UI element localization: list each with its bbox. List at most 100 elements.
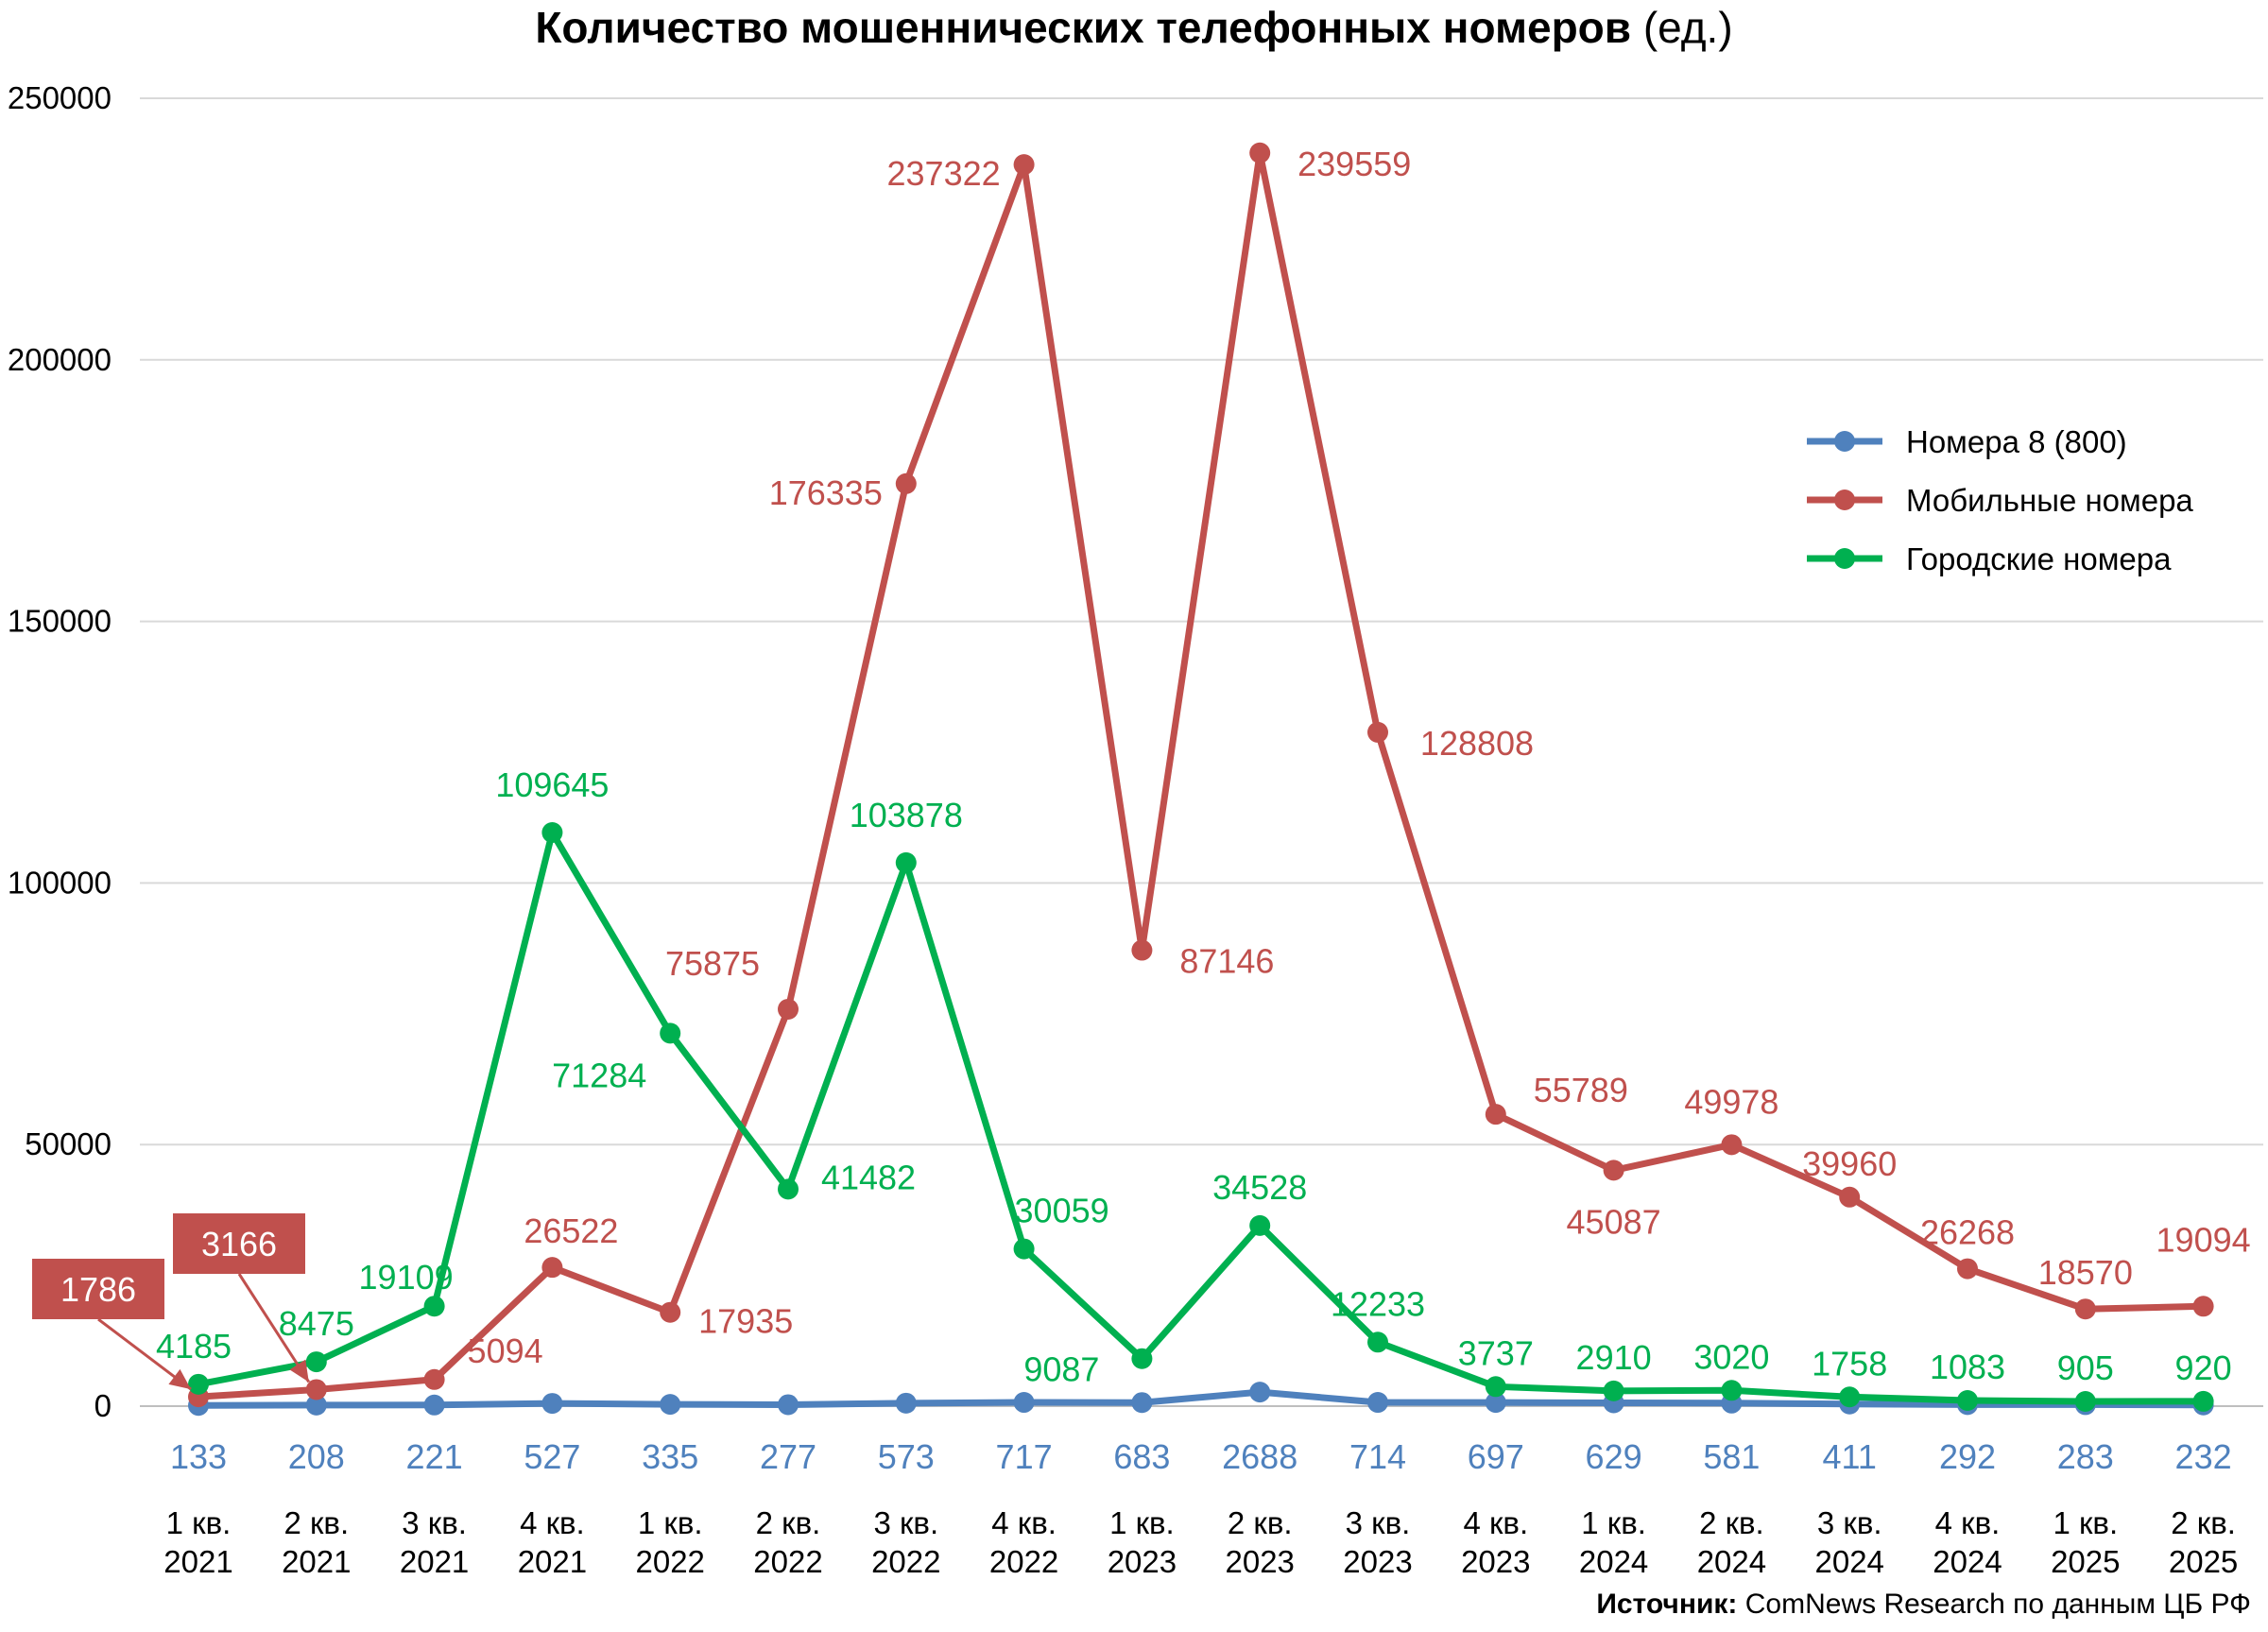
series-800-point — [1249, 1382, 1271, 1403]
x-tick-label: 2022 — [871, 1544, 940, 1579]
x-tick-label: 1 кв. — [2053, 1505, 2118, 1540]
callout-arrow — [237, 1273, 311, 1383]
series-city-point — [778, 1178, 799, 1200]
series-city-data-label: 19109 — [359, 1258, 454, 1297]
x-tick-label: 2023 — [1343, 1544, 1412, 1579]
x-tick-label: 2024 — [1814, 1544, 1883, 1579]
series-mobile-point — [1957, 1258, 1978, 1280]
source-text: ComNews Research по данным ЦБ РФ — [1744, 1589, 2251, 1620]
series-mobile-data-label: 75875 — [665, 944, 760, 983]
series-800-data-label: 717 — [996, 1437, 1053, 1476]
y-tick-label: 200000 — [8, 342, 112, 377]
source-note: Источник: ComNews Research по данным ЦБ … — [1596, 1589, 2251, 1621]
series-mobile-point — [305, 1379, 327, 1400]
x-tick-label: 2024 — [1697, 1544, 1766, 1579]
series-city-data-label: 3737 — [1458, 1333, 1534, 1372]
legend-label: Номера 8 (800) — [1906, 424, 2127, 459]
x-tick-label: 2 кв. — [284, 1505, 349, 1540]
x-tick-label: 2025 — [2169, 1544, 2238, 1579]
callout-label: 1786 — [60, 1270, 136, 1309]
series-city-data-label: 9087 — [1023, 1350, 1099, 1389]
series-city-data-label: 34528 — [1212, 1168, 1307, 1207]
series-mobile-point — [1485, 1104, 1506, 1125]
series-mobile-point — [2192, 1296, 2214, 1317]
series-city-point — [2192, 1390, 2214, 1412]
series-mobile-point — [660, 1301, 681, 1323]
x-tick-label: 2021 — [518, 1544, 587, 1579]
series-800-data-label: 133 — [170, 1437, 227, 1476]
series-mobile-data-label: 18570 — [2038, 1253, 2133, 1292]
series-mobile-point — [1367, 721, 1388, 743]
series-city-data-label: 71284 — [552, 1056, 646, 1094]
series-800-data-label: 208 — [288, 1437, 345, 1476]
series-city-point — [660, 1022, 681, 1044]
series-800-data-label: 573 — [878, 1437, 935, 1476]
y-tick-label: 0 — [94, 1388, 112, 1423]
series-city-data-label: 41482 — [821, 1158, 916, 1196]
series-800-data-label: 683 — [1113, 1437, 1170, 1476]
series-800-data-label: 221 — [406, 1437, 463, 1476]
series-800-data-label: 714 — [1349, 1437, 1406, 1476]
callout-arrowhead — [289, 1359, 309, 1383]
legend-marker — [1834, 548, 1855, 569]
series-mobile-point — [1013, 154, 1035, 176]
series-mobile-point — [1249, 142, 1271, 163]
chart-title-main: Количество мошеннических телефонных номе… — [535, 3, 1632, 52]
series-800-data-label: 581 — [1703, 1437, 1760, 1476]
legend-label: Мобильные номера — [1906, 483, 2193, 518]
series-mobile-data-label: 45087 — [1567, 1202, 1661, 1241]
x-tick-label: 2 кв. — [1228, 1505, 1293, 1540]
series-city-data-label: 905 — [2057, 1349, 2114, 1387]
series-city-point — [1131, 1348, 1153, 1369]
series-city-point — [1603, 1380, 1624, 1401]
x-tick-label: 3 кв. — [1817, 1505, 1882, 1540]
series-mobile-data-label: 176335 — [769, 473, 883, 512]
y-tick-label: 50000 — [25, 1126, 112, 1161]
callout-box — [32, 1259, 164, 1319]
series-city-point — [1839, 1386, 1861, 1408]
x-tick-label: 2024 — [1933, 1544, 2002, 1579]
legend-marker — [1834, 490, 1855, 510]
x-tick-label: 2024 — [1579, 1544, 1648, 1579]
series-city-point — [1957, 1390, 1978, 1412]
x-tick-label: 4 кв. — [1935, 1505, 2001, 1540]
series-city-point — [305, 1351, 327, 1373]
x-tick-label: 2 кв. — [756, 1505, 821, 1540]
series-800-data-label: 232 — [2175, 1437, 2232, 1476]
series-mobile-point — [423, 1368, 445, 1390]
series-800-data-label: 697 — [1468, 1437, 1524, 1476]
series-city-data-label: 2910 — [1576, 1338, 1652, 1377]
x-tick-label: 2023 — [1108, 1544, 1177, 1579]
series-800-data-label: 292 — [1939, 1437, 1996, 1476]
series-mobile-line — [198, 149, 2204, 1400]
series-city-point — [423, 1296, 445, 1317]
series-city-data-label: 12233 — [1331, 1284, 1425, 1323]
series-city-data-label: 1083 — [1930, 1348, 2005, 1386]
series-city-data-label: 1758 — [1812, 1344, 1887, 1383]
x-tick-label: 2025 — [2051, 1544, 2120, 1579]
series-800-point — [1131, 1392, 1153, 1414]
series-mobile-point — [1721, 1134, 1743, 1156]
series-mobile-data-label: 5094 — [468, 1331, 543, 1370]
x-tick-label: 1 кв. — [1581, 1505, 1646, 1540]
series-mobile-data-label: 17935 — [698, 1302, 793, 1341]
x-tick-label: 2022 — [989, 1544, 1058, 1579]
series-city-point — [2074, 1390, 2096, 1412]
series-800-data-label: 277 — [760, 1437, 816, 1476]
series-800-data-label: 411 — [1822, 1437, 1876, 1476]
x-tick-label: 2023 — [1225, 1544, 1294, 1579]
series-city-point — [1249, 1214, 1271, 1236]
series-800-data-label: 629 — [1586, 1437, 1642, 1476]
series-800-point — [541, 1393, 563, 1415]
series-city-point — [1721, 1380, 1743, 1401]
x-tick-label: 3 кв. — [402, 1505, 467, 1540]
legend-marker — [1834, 431, 1855, 452]
series-800-point — [895, 1392, 917, 1414]
series-800-point — [1367, 1392, 1388, 1414]
callout-box — [173, 1213, 305, 1274]
series-city-point — [1485, 1376, 1506, 1398]
series-mobile-data-label: 49978 — [1684, 1082, 1778, 1121]
series-800-point — [305, 1394, 327, 1416]
series-city-point — [188, 1373, 209, 1395]
